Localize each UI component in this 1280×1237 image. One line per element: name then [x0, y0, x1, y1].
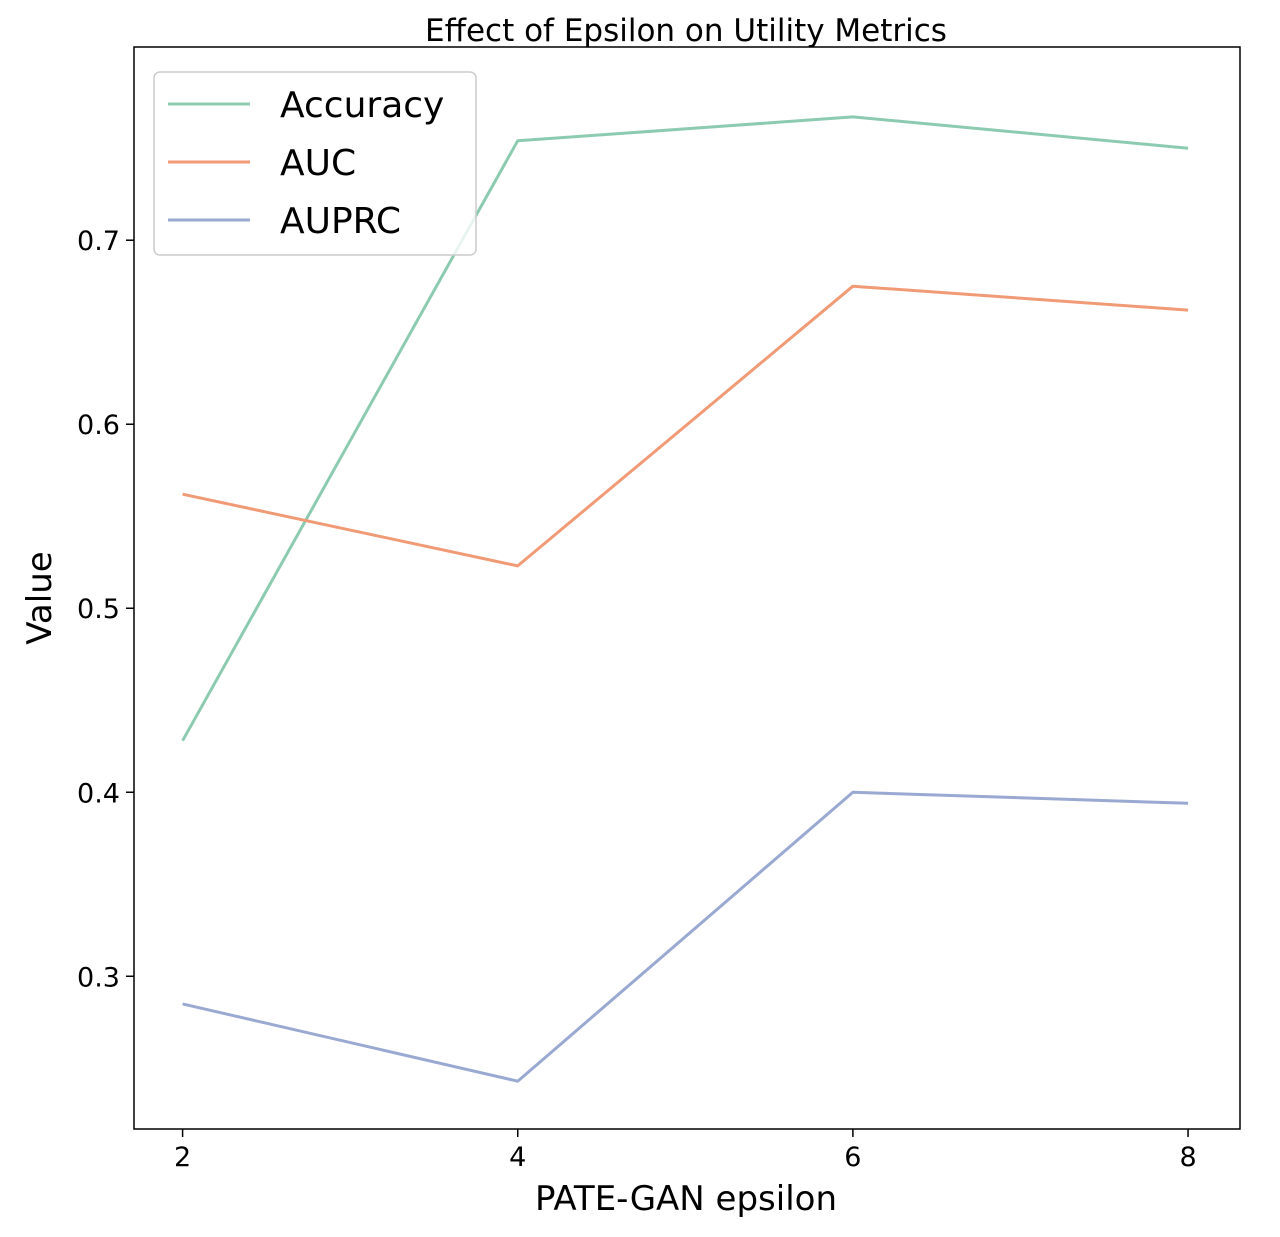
x-tick-label: 6	[844, 1142, 861, 1173]
y-tick-label: 0.6	[77, 410, 120, 441]
legend-label-accuracy: Accuracy	[280, 85, 444, 126]
x-tick-label: 2	[174, 1142, 191, 1173]
series-line-auprc	[182, 790, 1189, 1083]
legend-box	[153, 71, 477, 256]
plot-frame	[133, 46, 1241, 1130]
chart-title: Effect of Epsilon on Utility Metrics	[425, 13, 947, 49]
y-tick-label: 0.3	[77, 962, 120, 993]
x-axis-label: PATE-GAN epsilon	[535, 1179, 837, 1219]
y-tick-label: 0.7	[77, 226, 120, 257]
legend-label-auprc: AUPRC	[280, 201, 401, 242]
y-tick-label: 0.4	[77, 778, 120, 809]
series-layer	[181, 115, 1189, 1083]
legend: Accuracy AUC AUPRC	[153, 71, 477, 256]
legend-label-auc: AUC	[280, 143, 356, 184]
x-tick-label: 4	[509, 1142, 526, 1173]
series-line-accuracy	[181, 115, 1189, 742]
x-axis-ticks: 2 4 6 8	[174, 1129, 1197, 1173]
y-axis-label: Value	[20, 551, 60, 644]
y-tick-label: 0.5	[77, 594, 120, 625]
y-axis-ticks: 0.3 0.4 0.5 0.6 0.7	[77, 226, 134, 993]
x-tick-label: 8	[1179, 1142, 1196, 1173]
series-line-auc	[182, 284, 1189, 568]
